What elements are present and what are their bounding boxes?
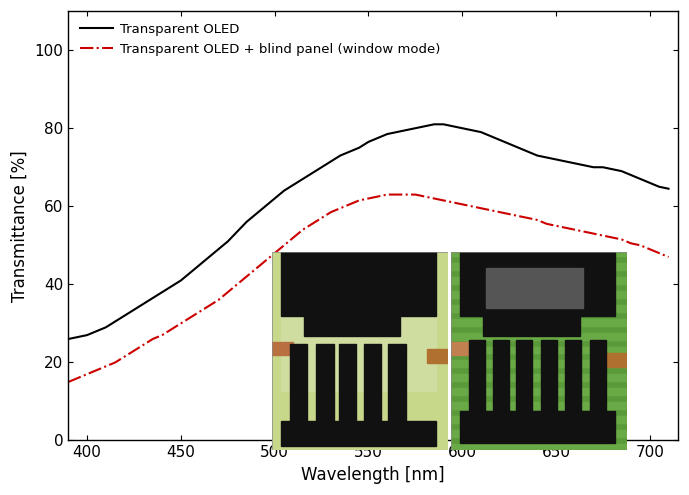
Bar [304, 308, 400, 336]
Bar [451, 277, 627, 284]
Transparent OLED + blind panel (window mode) [646, 246, 654, 252]
Bar [339, 344, 356, 427]
Bar [290, 344, 307, 427]
Transparent OLED [64, 336, 72, 342]
X-axis label: Wavelength [nm]: Wavelength [nm] [301, 466, 445, 484]
Transparent OLED + blind panel (window mode) [64, 379, 72, 385]
Legend: Transparent OLED, Transparent OLED + blind panel (window mode): Transparent OLED, Transparent OLED + bli… [75, 18, 446, 61]
Bar [388, 344, 406, 427]
Bar [460, 411, 615, 443]
Bar [426, 349, 448, 363]
Transparent OLED + blind panel (window mode) [318, 215, 326, 221]
Bar [566, 340, 582, 415]
Bar [483, 310, 579, 336]
Bar [486, 268, 583, 308]
Bar [541, 340, 557, 415]
Bar [451, 291, 627, 298]
Y-axis label: Transmittance [%]: Transmittance [%] [11, 150, 29, 301]
Transparent OLED + blind panel (window mode) [373, 194, 382, 199]
Bar [451, 319, 627, 326]
Bar [451, 263, 627, 270]
Bar [281, 312, 435, 391]
Bar [451, 416, 627, 423]
Transparent OLED + blind panel (window mode) [383, 192, 391, 198]
Bar [451, 360, 627, 367]
Transparent OLED [430, 121, 438, 127]
Transparent OLED [373, 135, 382, 141]
Bar [451, 333, 627, 340]
Bar [606, 353, 627, 367]
Bar [451, 374, 627, 381]
Bar [451, 430, 627, 437]
Bar [451, 305, 627, 312]
Transparent OLED [205, 254, 213, 260]
Line: Transparent OLED + blind panel (window mode): Transparent OLED + blind panel (window m… [68, 195, 668, 382]
Bar [469, 340, 484, 415]
Transparent OLED + blind panel (window mode) [205, 303, 213, 309]
Bar [460, 252, 615, 316]
Bar [451, 402, 627, 409]
Bar [590, 340, 606, 415]
Bar [451, 388, 627, 395]
Bar [281, 252, 435, 316]
Transparent OLED + blind panel (window mode) [243, 274, 251, 280]
Bar [516, 340, 532, 415]
Bar [281, 421, 435, 446]
Line: Transparent OLED: Transparent OLED [68, 124, 668, 339]
Bar [451, 444, 627, 450]
Transparent OLED [589, 164, 597, 170]
Transparent OLED [646, 180, 654, 186]
Bar [316, 344, 333, 427]
Bar [493, 340, 509, 415]
Bar [364, 344, 381, 427]
Transparent OLED [318, 164, 326, 170]
Bar [451, 346, 627, 353]
Bar [272, 342, 294, 355]
Transparent OLED + blind panel (window mode) [664, 254, 672, 260]
Bar [451, 342, 469, 355]
Transparent OLED [243, 219, 251, 225]
Transparent OLED [664, 186, 672, 192]
Bar [451, 249, 627, 256]
Transparent OLED + blind panel (window mode) [589, 231, 597, 237]
